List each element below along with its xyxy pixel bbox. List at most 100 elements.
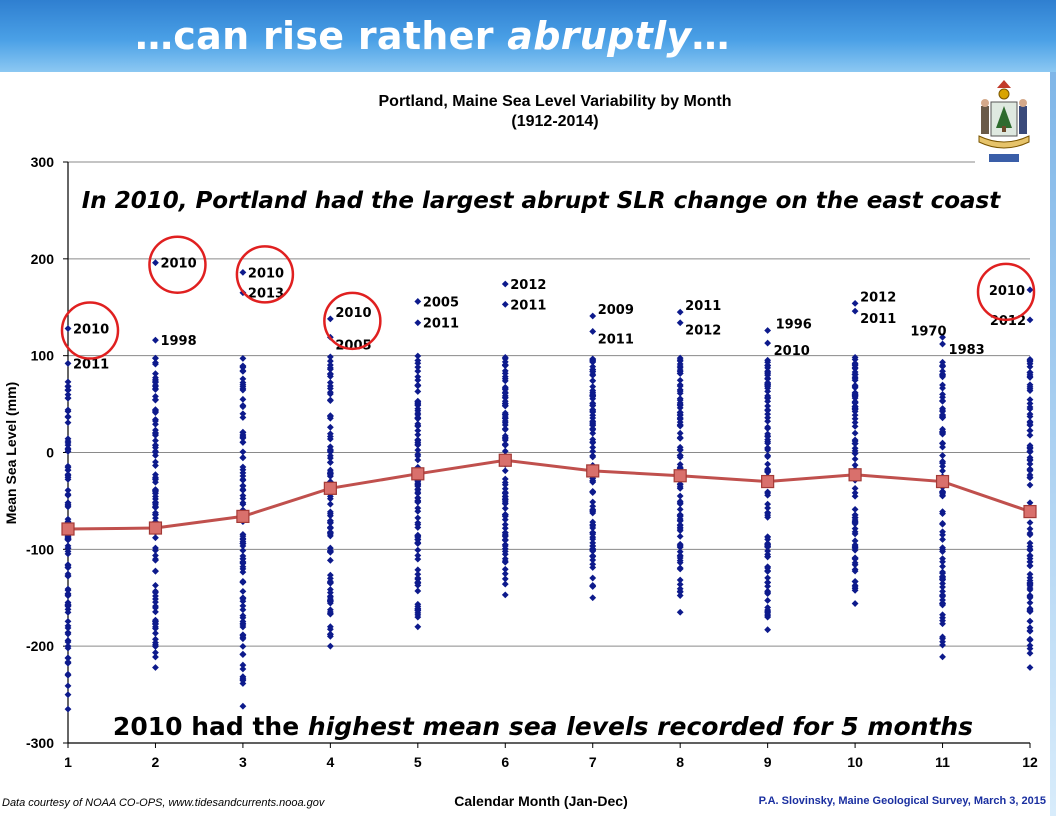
data-point — [1026, 383, 1034, 391]
data-point — [676, 429, 684, 437]
data-point — [676, 498, 684, 505]
data-point — [239, 476, 247, 484]
data-point — [152, 502, 159, 510]
data-point — [239, 454, 247, 462]
data-point — [414, 546, 422, 554]
mean-marker — [61, 522, 75, 536]
data-point — [239, 395, 247, 403]
y-tick-label: 300 — [31, 154, 55, 170]
maine-state-seal-icon — [975, 76, 1033, 168]
data-point — [64, 572, 72, 580]
data-point — [239, 606, 247, 614]
y-tick-label: 200 — [31, 251, 55, 267]
data-point — [589, 574, 597, 582]
data-point — [1026, 607, 1034, 615]
data-point — [414, 298, 422, 305]
data-point — [676, 608, 684, 616]
chart-title: Portland, Maine Sea Level Variability by… — [379, 93, 732, 110]
data-point — [851, 489, 859, 497]
x-axis-ticks: 1 2 3 4 5 6 7 8 9 10 11 12 — [64, 743, 1038, 770]
data-point — [239, 434, 247, 441]
data-point — [939, 580, 946, 587]
data-point — [589, 594, 597, 602]
data-point — [501, 580, 509, 588]
data-point — [501, 529, 509, 536]
data-point — [851, 455, 859, 463]
data-point — [152, 534, 159, 542]
x-tick-label: 10 — [847, 754, 863, 770]
data-point — [939, 544, 946, 552]
data-point — [239, 602, 247, 610]
data-point — [152, 409, 159, 416]
year-label: 2012 — [860, 290, 896, 305]
data-point — [239, 363, 247, 371]
data-point — [414, 456, 422, 464]
y-tick-label: 0 — [46, 445, 54, 461]
data-point — [501, 409, 509, 417]
data-point — [851, 561, 859, 569]
data-point — [152, 393, 159, 400]
data-point — [326, 642, 334, 650]
data-point — [239, 482, 247, 490]
data-point — [589, 552, 597, 560]
data-point — [851, 567, 859, 575]
year-label: 2009 — [598, 303, 634, 318]
data-point — [326, 388, 334, 396]
data-point — [501, 524, 509, 532]
highlight-circle — [148, 235, 207, 294]
data-point — [501, 565, 509, 573]
data-point — [589, 582, 597, 590]
data-point — [326, 373, 334, 380]
data-point — [501, 511, 509, 519]
year-label: 1970 — [910, 324, 946, 339]
year-label: 2011 — [598, 332, 634, 347]
data-point — [764, 444, 772, 452]
data-point — [851, 419, 859, 426]
data-point — [1026, 627, 1034, 635]
data-point — [239, 568, 247, 576]
data-point — [239, 532, 247, 540]
data-point — [152, 396, 159, 404]
data-point — [939, 467, 946, 475]
data-point — [851, 600, 859, 607]
data-point — [939, 587, 946, 595]
annotation-bottom-start: 2010 had the — [113, 712, 308, 741]
data-point — [501, 377, 509, 385]
data-point — [239, 381, 247, 389]
data-point — [152, 511, 159, 518]
year-label: 2012 — [510, 278, 546, 293]
data-point — [939, 333, 946, 341]
data-point — [326, 528, 334, 536]
data-point — [676, 592, 684, 599]
data-point — [326, 412, 334, 420]
data-point — [239, 614, 247, 622]
data-point — [239, 578, 247, 586]
data-point — [152, 462, 159, 469]
data-point — [152, 430, 159, 438]
data-point — [589, 453, 597, 461]
data-point — [414, 570, 422, 578]
data-point — [939, 405, 946, 412]
data-point — [589, 358, 597, 366]
data-point — [1026, 448, 1034, 455]
data-point — [64, 624, 72, 632]
data-point — [676, 542, 684, 550]
data-point — [239, 595, 247, 603]
data-point — [764, 547, 772, 555]
data-point — [414, 507, 422, 515]
data-point — [152, 589, 159, 597]
data-point — [1026, 413, 1034, 420]
data-point — [239, 500, 247, 508]
data-point — [764, 452, 772, 459]
data-point — [1026, 316, 1034, 324]
data-point — [64, 394, 72, 402]
data-point — [589, 387, 597, 394]
data-point — [1026, 374, 1034, 381]
data-point — [152, 664, 159, 671]
data-point — [414, 535, 422, 543]
data-point — [64, 630, 72, 638]
data-point — [764, 539, 772, 547]
data-point — [1026, 481, 1034, 489]
data-point — [851, 398, 859, 405]
x-axis-label: Calendar Month (Jan-Dec) — [454, 793, 627, 809]
